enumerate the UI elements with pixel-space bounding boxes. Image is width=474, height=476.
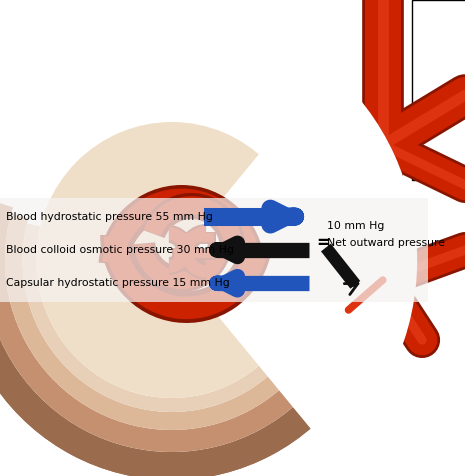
Text: Blood colloid osmotic pressure 30 mm Hg: Blood colloid osmotic pressure 30 mm Hg (6, 245, 234, 255)
Bar (172, 232, 216, 244)
Wedge shape (0, 201, 360, 452)
Wedge shape (102, 188, 261, 264)
Bar (0, 198, 428, 302)
FancyBboxPatch shape (412, 0, 471, 180)
Wedge shape (179, 224, 206, 280)
FancyBboxPatch shape (288, 228, 351, 342)
Ellipse shape (290, 225, 378, 345)
Text: Capsular hydrostatic pressure 15 mm Hg: Capsular hydrostatic pressure 15 mm Hg (6, 278, 229, 288)
Wedge shape (172, 69, 417, 452)
Wedge shape (134, 243, 229, 289)
Text: Net outward pressure: Net outward pressure (327, 238, 445, 248)
Wedge shape (169, 225, 193, 275)
Ellipse shape (299, 235, 369, 335)
Wedge shape (23, 223, 321, 412)
Wedge shape (100, 235, 270, 323)
FancyBboxPatch shape (277, 217, 356, 353)
Wedge shape (5, 213, 338, 430)
Wedge shape (0, 185, 388, 476)
Wedge shape (181, 226, 206, 278)
Wedge shape (169, 227, 191, 273)
Ellipse shape (307, 245, 361, 325)
Wedge shape (99, 185, 264, 265)
Text: Blood hydrostatic pressure 55 mm Hg: Blood hydrostatic pressure 55 mm Hg (6, 211, 213, 222)
Bar (174, 233, 214, 242)
Wedge shape (104, 236, 266, 319)
Wedge shape (0, 185, 388, 476)
Wedge shape (144, 196, 242, 248)
Wedge shape (141, 193, 246, 248)
Bar (172, 248, 216, 260)
Bar (174, 249, 214, 258)
Wedge shape (131, 242, 232, 292)
Text: =: = (316, 234, 330, 252)
Text: 10 mm Hg: 10 mm Hg (327, 221, 384, 231)
Wedge shape (36, 122, 307, 398)
